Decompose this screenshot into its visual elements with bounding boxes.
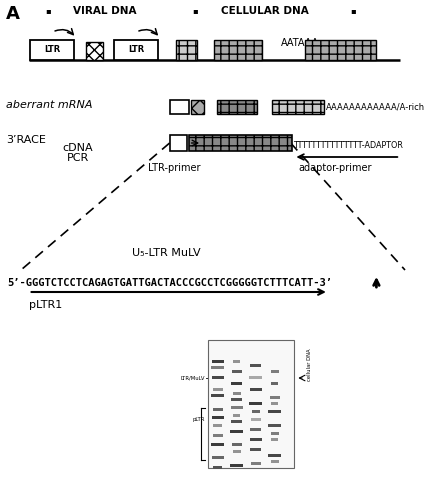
Bar (251, 462, 261, 465)
Bar (210, 443, 224, 446)
Bar (268, 424, 281, 427)
Bar (233, 414, 240, 416)
Bar (212, 376, 224, 379)
Bar (214, 40, 262, 60)
Bar (231, 382, 242, 385)
Text: TTTTTTTTTTTTTTT-ADAPTOR: TTTTTTTTTTTTTTT-ADAPTOR (294, 141, 404, 150)
Bar (233, 360, 240, 363)
Text: T: T (253, 345, 257, 351)
Bar (170, 135, 187, 151)
Text: PCR: PCR (67, 153, 89, 163)
Bar (213, 434, 223, 436)
Bar (250, 388, 262, 390)
Text: 5’-GGGTCTCCTCAGAGTGATTGACTACCCGCCTCGGGGGTCTTTCATT-3’: 5’-GGGTCTCCTCAGAGTGATTGACTACCCGCCTCGGGGG… (8, 278, 333, 288)
Text: LTR/MuLV: LTR/MuLV (180, 375, 205, 381)
Bar (232, 443, 242, 446)
Bar (249, 402, 262, 405)
Bar (271, 370, 279, 372)
Bar (212, 416, 224, 419)
Bar (271, 438, 278, 441)
Text: AAAAAAAAAAAA/A-rich: AAAAAAAAAAAA/A-rich (326, 102, 425, 111)
Bar (170, 100, 189, 114)
Bar (271, 460, 279, 463)
Bar (250, 438, 262, 441)
Bar (114, 40, 158, 60)
Bar (272, 100, 324, 114)
Bar (210, 394, 224, 396)
Bar (213, 388, 223, 390)
Bar (229, 430, 243, 432)
Bar (189, 135, 291, 151)
Text: CELLULAR DNA: CELLULAR DNA (221, 6, 309, 16)
Bar (233, 450, 241, 452)
Bar (233, 392, 241, 394)
Bar (268, 410, 281, 412)
Text: C: C (272, 345, 277, 351)
Bar (252, 410, 260, 412)
Bar (271, 402, 278, 405)
Text: LTR-primer: LTR-primer (148, 163, 201, 173)
Bar (268, 454, 281, 456)
Bar (176, 40, 197, 60)
Bar (305, 40, 377, 60)
Bar (210, 366, 224, 368)
Bar (214, 424, 222, 427)
Text: G: G (214, 345, 220, 351)
Text: ▪: ▪ (45, 6, 51, 15)
Bar (232, 370, 242, 372)
Bar (229, 464, 243, 467)
Bar (217, 100, 257, 114)
Bar (250, 448, 261, 450)
Bar (250, 364, 261, 366)
Bar (271, 382, 278, 385)
Bar (213, 408, 223, 410)
Bar (271, 432, 279, 434)
Text: aberrant mRNA: aberrant mRNA (6, 100, 92, 110)
Bar (208, 340, 294, 468)
Text: A: A (6, 5, 19, 23)
Text: LTR: LTR (44, 45, 61, 55)
Bar (212, 360, 224, 363)
Text: ▪: ▪ (350, 6, 355, 15)
Bar (250, 428, 261, 430)
Bar (249, 376, 262, 379)
Bar (190, 100, 204, 114)
Text: cellular DNA: cellular DNA (307, 348, 312, 381)
Bar (231, 420, 242, 423)
Text: A: A (234, 345, 239, 351)
Text: ▪: ▪ (193, 6, 198, 15)
Bar (231, 398, 242, 401)
Text: pLTR1: pLTR1 (29, 300, 62, 310)
Text: pLTR: pLTR (193, 418, 205, 423)
Bar (86, 42, 103, 60)
Text: 3’RACE: 3’RACE (6, 135, 46, 145)
Bar (212, 456, 224, 459)
Bar (214, 466, 222, 468)
Text: cDNA: cDNA (62, 143, 93, 153)
Bar (31, 40, 74, 60)
Text: adaptor-primer: adaptor-primer (298, 163, 372, 173)
Text: U₅-LTR MuLV: U₅-LTR MuLV (132, 248, 201, 258)
Bar (231, 406, 243, 408)
Text: VIRAL DNA: VIRAL DNA (73, 6, 136, 16)
Bar (270, 396, 280, 399)
Bar (251, 418, 261, 421)
Text: AATAAA: AATAAA (281, 38, 319, 48)
Text: LTR: LTR (128, 45, 144, 55)
